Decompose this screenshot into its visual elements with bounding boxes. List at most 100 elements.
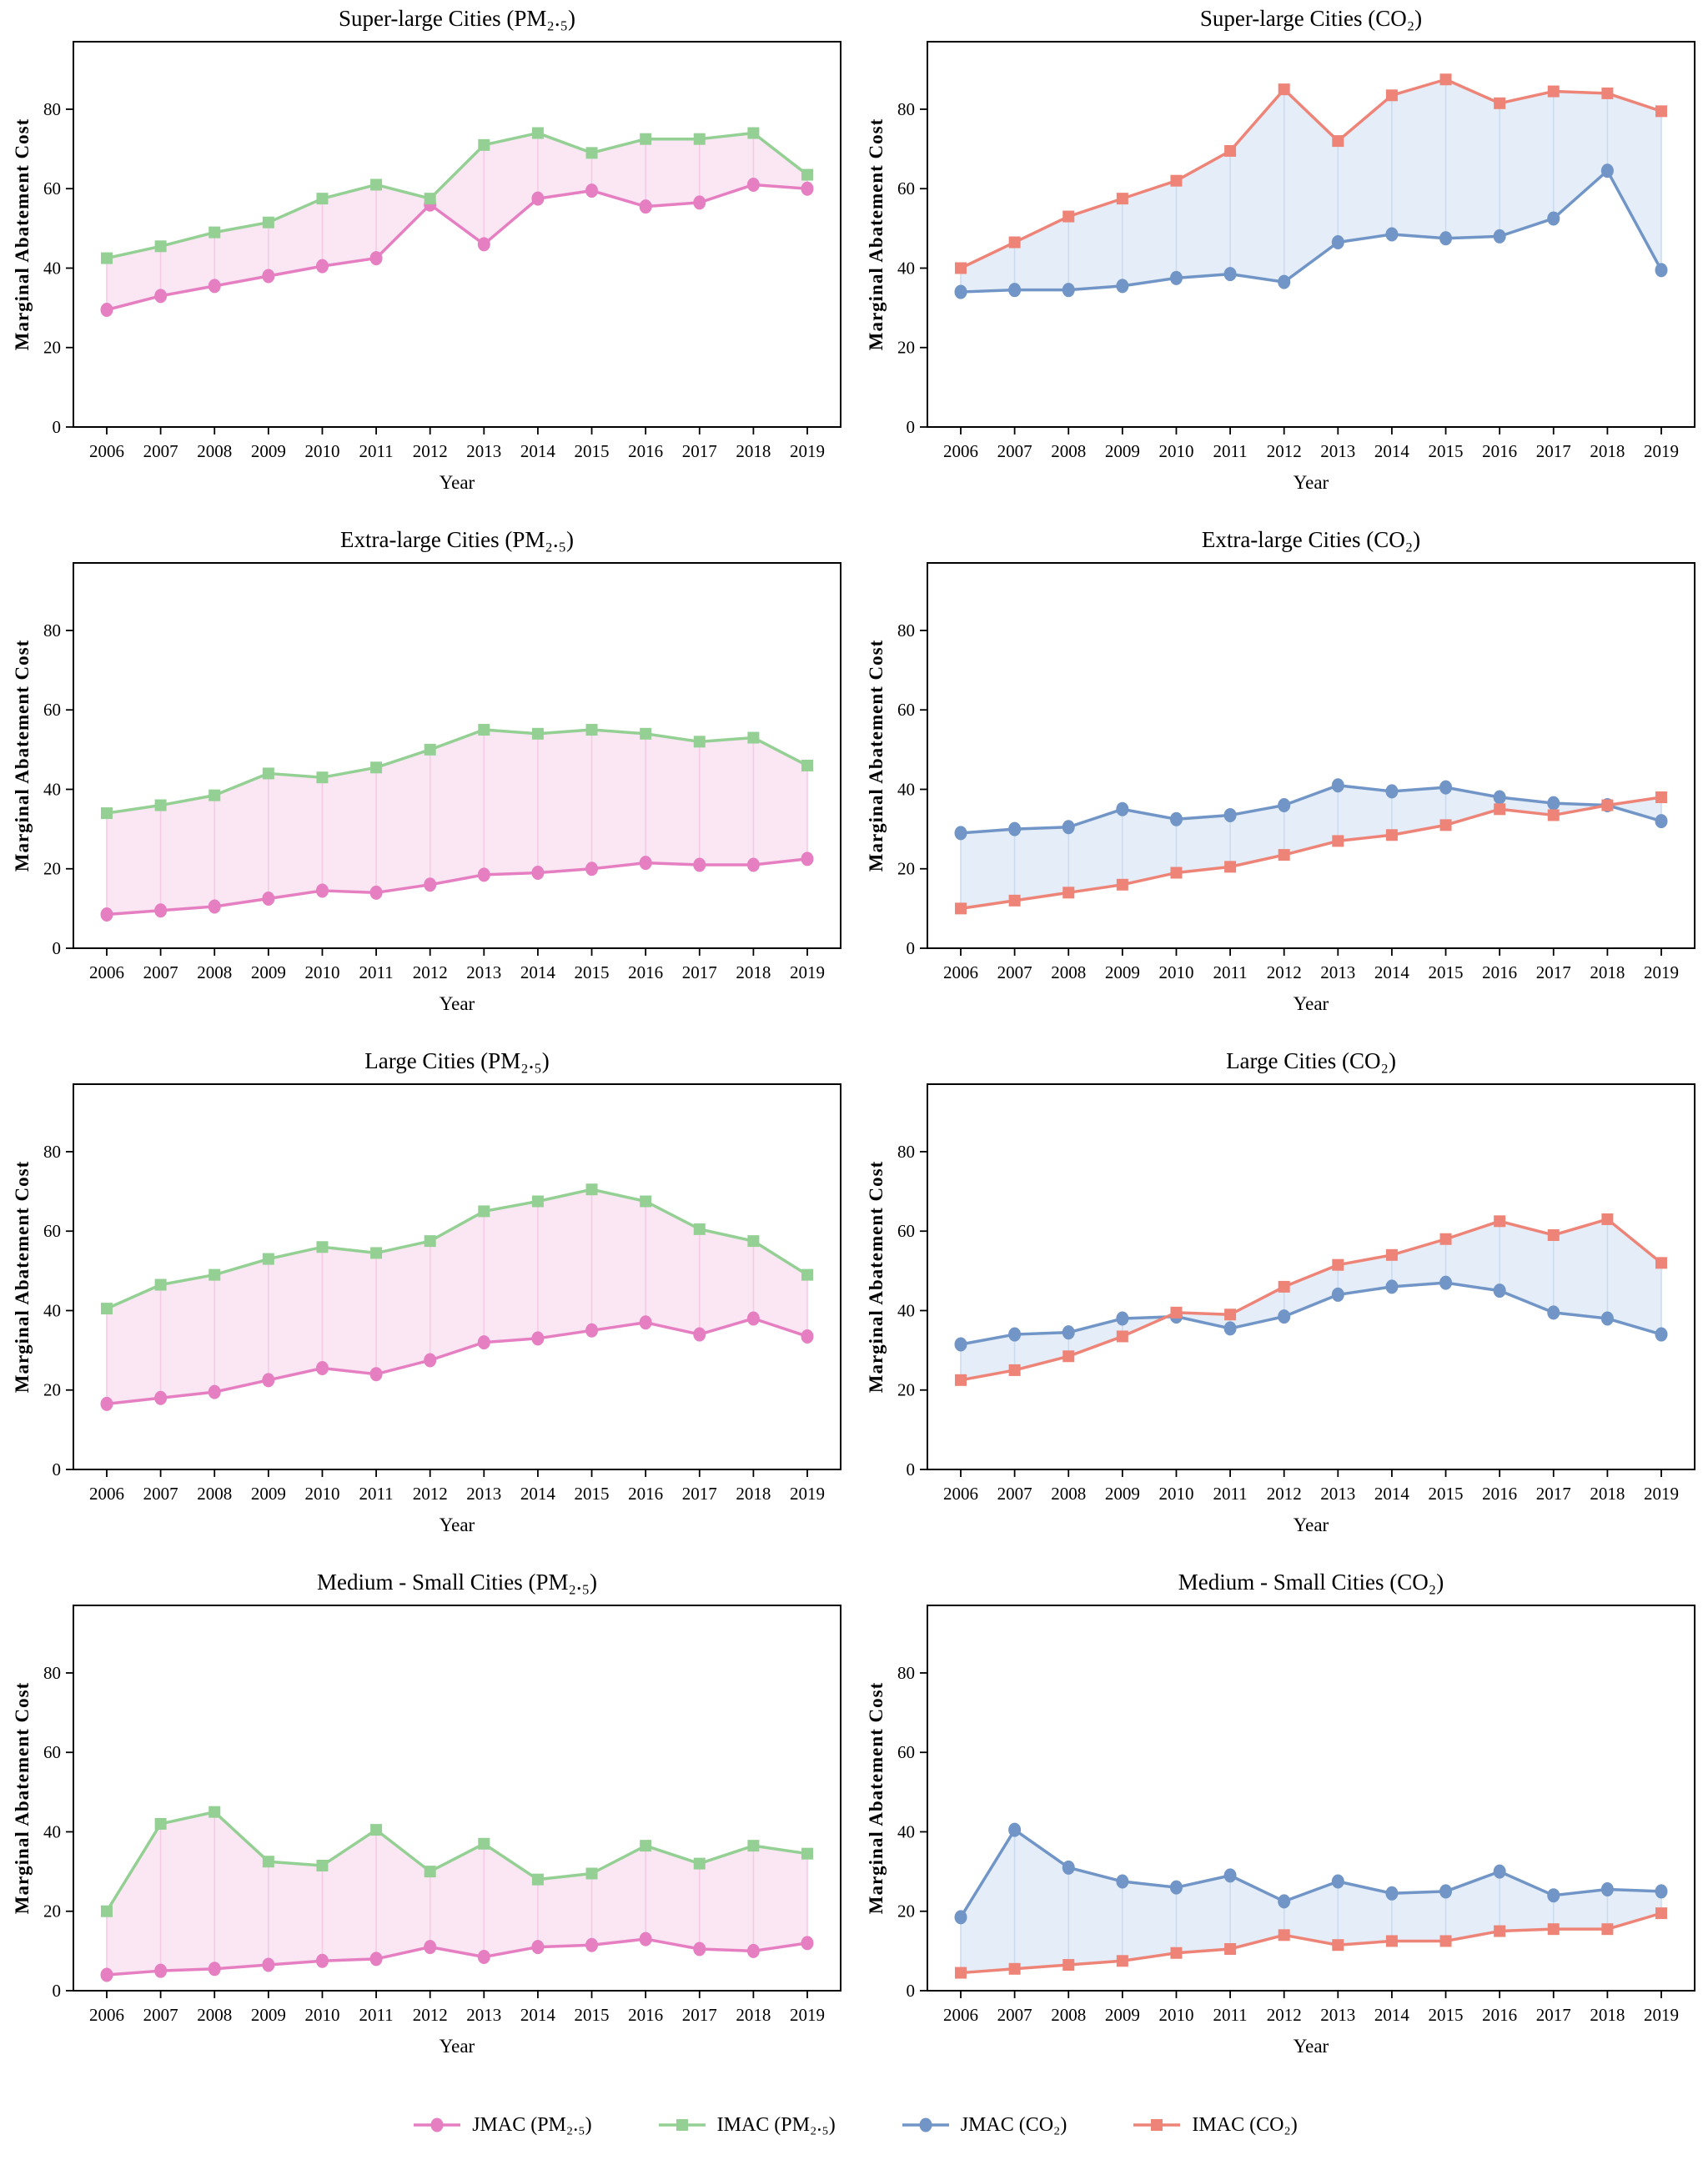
y-tick-label: 60 (43, 178, 61, 198)
y-tick-label: 80 (43, 1142, 61, 1162)
x-tick-label: 2009 (1105, 1484, 1140, 1504)
marker-square (1655, 1257, 1667, 1269)
marker-square (208, 1268, 221, 1281)
marker-square (1439, 73, 1452, 86)
marker-square (101, 252, 113, 264)
x-tick-label: 2011 (359, 441, 393, 461)
marker-circle (954, 284, 967, 299)
marker-circle (154, 903, 168, 918)
series-line-imac (106, 131, 809, 260)
x-tick-label: 2013 (466, 2005, 501, 2025)
marker-square (1224, 861, 1237, 873)
marker-square (1332, 1258, 1344, 1271)
marker-square (1170, 1946, 1183, 1959)
series-line-imac (106, 728, 808, 815)
marker-square (640, 1195, 652, 1208)
marker-circle (1331, 1874, 1344, 1889)
legend-marker-circle (430, 2117, 444, 2132)
y-tick-label: 80 (43, 1663, 61, 1683)
x-tick-label: 2015 (1429, 1484, 1464, 1504)
marker-square (1547, 85, 1560, 98)
x-tick-label: 2006 (89, 1484, 124, 1504)
x-tick-label: 2019 (790, 441, 825, 461)
x-tick-label: 2013 (466, 1484, 501, 1504)
series-line-imac (960, 1218, 1663, 1382)
marker-circle (1062, 283, 1075, 298)
marker-square (370, 761, 383, 774)
y-tick-label: 40 (897, 1300, 915, 1320)
y-tick-label: 40 (43, 1821, 61, 1841)
x-axis-label: Year (1294, 472, 1329, 493)
marker-circle (1008, 821, 1022, 836)
marker-square (101, 1303, 113, 1315)
marker-circle (262, 1957, 275, 1972)
y-tick-label: 80 (43, 99, 61, 119)
plot-box (73, 1083, 841, 1470)
marker-circle (100, 907, 113, 922)
x-tick-label: 2006 (89, 2005, 124, 2025)
marker-square (262, 1253, 274, 1265)
x-tick-label: 2019 (1644, 962, 1679, 982)
x-tick-label: 2014 (1374, 1484, 1410, 1504)
marker-circle (1493, 229, 1506, 244)
marker-square (1601, 799, 1614, 811)
y-axis-label: Marginal Abatement Cost (866, 118, 887, 351)
marker-square (478, 138, 490, 151)
x-tick-label: 2012 (413, 1484, 448, 1504)
x-tick-label: 2006 (943, 1484, 978, 1504)
legend-item-jmac-pm25: JMAC (PM₂.₅) (410, 2113, 592, 2137)
x-tick-label: 2008 (1051, 441, 1086, 461)
legend: JMAC (PM₂.₅) IMAC (PM₂.₅) JMAC (CO₂) IMAC (… (0, 2085, 1708, 2165)
x-tick-label: 2018 (1590, 1484, 1625, 1504)
marker-circle (1116, 1874, 1129, 1889)
x-tick-label: 2016 (1482, 962, 1517, 982)
x-tick-label: 2017 (682, 1484, 717, 1504)
chart-canvas-medium-small-pm25: Medium - Small Cities (PM₂.₅) Marginal Ab… (12, 1570, 841, 2057)
y-tick-label: 20 (43, 1380, 61, 1400)
y-tick-label: 0 (53, 417, 62, 437)
y-axis-label: Marginal Abatement Cost (12, 118, 33, 351)
marker-circle (1116, 801, 1129, 816)
x-tick-label: 2012 (1267, 2005, 1302, 2025)
marker-circle (1223, 1321, 1237, 1336)
y-tick-label: 0 (53, 1981, 62, 2001)
marker-circle (531, 191, 545, 206)
marker-square (1278, 83, 1290, 96)
chart-title: Medium - Small Cities (PM₂.₅) (317, 1570, 597, 1595)
x-tick-label: 2012 (413, 962, 448, 982)
y-tick-label: 20 (897, 338, 915, 358)
x-axis-label: Year (1294, 2036, 1329, 2057)
x-tick-label: 2012 (1267, 1484, 1302, 1504)
legend-label: JMAC (PM₂.₅) (472, 2113, 592, 2136)
marker-square (1385, 829, 1398, 841)
marker-circle (1385, 227, 1399, 242)
x-tick-label: 2015 (575, 441, 610, 461)
chart-extra-large-co2: Extra-large Cities (CO₂) Marginal Abateme… (854, 521, 1708, 1042)
marker-circle (1008, 1822, 1022, 1837)
marker-circle (1169, 1880, 1183, 1895)
x-tick-label: 2008 (197, 441, 232, 461)
marker-square (424, 1235, 436, 1248)
band-fill (961, 79, 1661, 293)
y-tick-label: 80 (897, 99, 915, 119)
marker-square (1062, 887, 1075, 899)
legend-label: JMAC (CO₂) (960, 2113, 1068, 2136)
y-tick-label: 40 (897, 779, 915, 799)
marker-square (585, 1183, 598, 1196)
y-tick-label: 20 (43, 1901, 61, 1921)
chart-super-large-co2: Super-large Cities (CO₂) Marginal Abateme… (854, 0, 1708, 521)
marker-circle (369, 251, 383, 266)
series-line-imac (960, 1911, 1662, 1975)
marker-circle (1062, 1325, 1075, 1340)
x-tick-label: 2014 (520, 441, 556, 461)
marker-square (1547, 809, 1560, 821)
marker-square (640, 133, 652, 145)
y-axis-label: Marginal Abatement Cost (866, 1682, 887, 1915)
chart-canvas-super-large-co2: Super-large Cities (CO₂) Marginal Abateme… (866, 6, 1695, 493)
y-tick-label: 0 (907, 938, 916, 958)
x-tick-label: 2008 (197, 1484, 232, 1504)
y-tick-label: 60 (43, 700, 61, 720)
x-tick-label: 2016 (1482, 1484, 1517, 1504)
marker-square (208, 789, 221, 801)
marker-square (955, 1374, 967, 1386)
